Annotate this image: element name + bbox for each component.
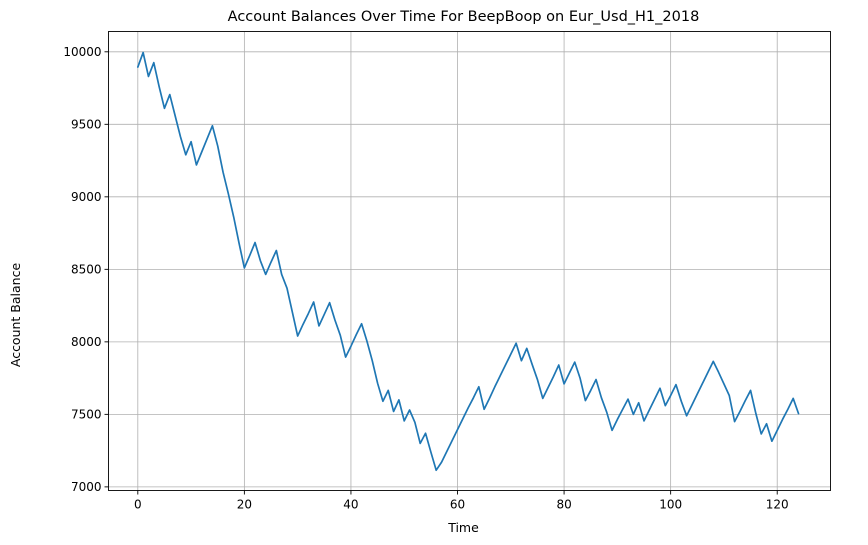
x-tick-label: 60 <box>450 498 465 512</box>
y-axis: 7000 7500 8000 8500 9000 9500 10000 <box>63 45 109 494</box>
x-axis-label: Time <box>447 520 479 535</box>
x-tick-label: 100 <box>659 498 682 512</box>
x-tick-label: 40 <box>343 498 358 512</box>
y-tick-label: 7000 <box>71 480 102 494</box>
series-layer <box>136 51 800 472</box>
x-tick-label: 20 <box>237 498 252 512</box>
x-tick-label: 0 <box>134 498 142 512</box>
y-tick-label: 9500 <box>71 117 102 131</box>
x-tick-label: 120 <box>766 498 789 512</box>
y-tick-label: 9000 <box>71 190 102 204</box>
y-axis-label: Account Balance <box>8 263 23 368</box>
y-tick-label: 10000 <box>63 45 101 59</box>
y-tick-label: 7500 <box>71 407 102 421</box>
x-axis: 0 20 40 60 80 100 120 <box>134 490 789 512</box>
plot-frame <box>108 31 831 491</box>
series-line <box>136 51 800 472</box>
grid <box>108 31 831 491</box>
chart-title: Account Balances Over Time For BeepBoop … <box>228 9 700 25</box>
x-tick-label: 80 <box>556 498 571 512</box>
y-tick-label: 8000 <box>71 335 102 349</box>
y-tick-label: 8500 <box>71 262 102 276</box>
